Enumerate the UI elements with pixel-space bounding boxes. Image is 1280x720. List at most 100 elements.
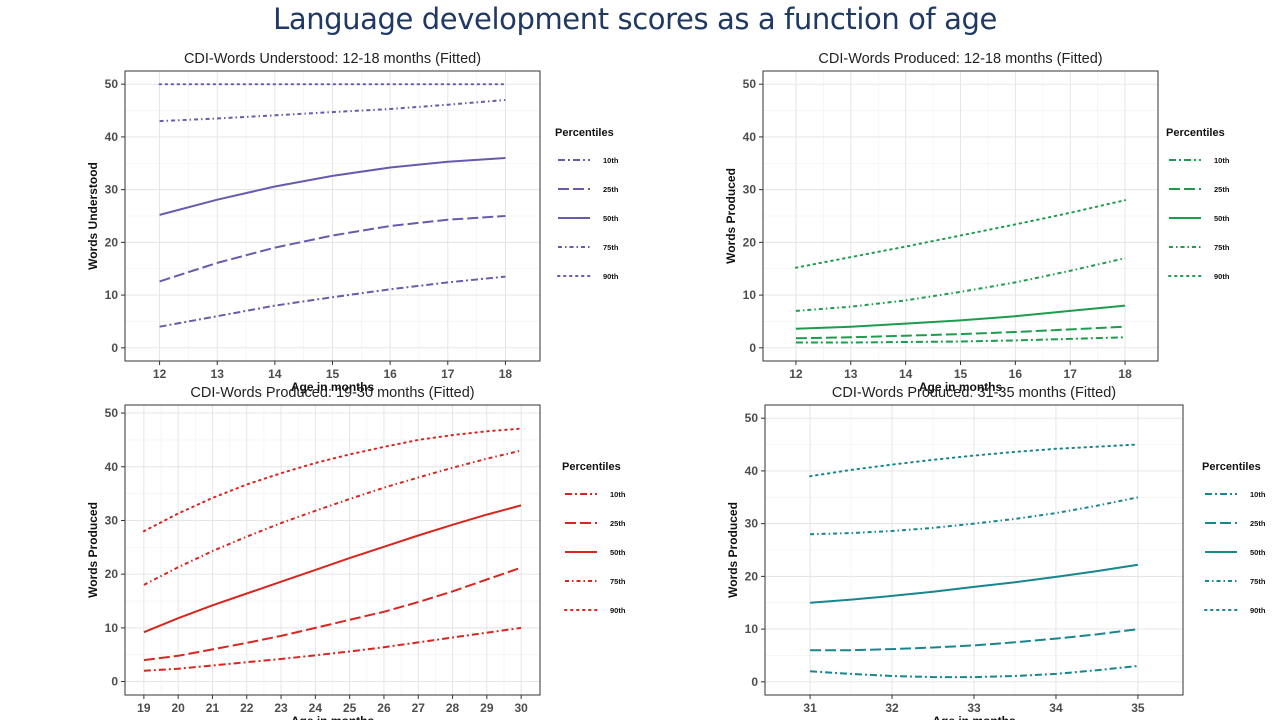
series-line-75th <box>159 99 506 123</box>
x-tick-label: 23 <box>274 701 288 715</box>
x-tick-label: 18 <box>499 367 513 381</box>
x-tick-label: 17 <box>1064 367 1078 381</box>
x-tick-label: 17 <box>441 367 455 381</box>
y-tick-label: 0 <box>749 341 756 355</box>
x-tick-label: 22 <box>240 701 254 715</box>
chart-words-produced-31-35: 0 10 20 30 40 50 31 32 33 34 35 CDI-Words Produced:… <box>726 385 1266 720</box>
y-tick-label: 30 <box>105 183 119 197</box>
series-line-10th <box>810 665 1139 679</box>
y-tick-label: 40 <box>105 130 119 144</box>
y-axis-label: Words Produced <box>86 502 100 598</box>
legend-label-10th: 10th <box>603 156 619 165</box>
x-tick-label: 14 <box>268 367 282 381</box>
legend-title: Percentiles <box>562 461 621 473</box>
legend-label-75th: 75th <box>1250 577 1266 586</box>
x-tick-label: 21 <box>206 701 220 715</box>
y-tick-label: 30 <box>743 183 757 197</box>
x-tick-label: 27 <box>412 701 426 715</box>
y-tick-label: 20 <box>745 569 759 583</box>
legend-label-75th: 75th <box>610 577 626 586</box>
legend-label-90th: 90th <box>1214 272 1230 281</box>
series-line-10th <box>143 626 522 672</box>
y-tick-label: 50 <box>105 77 119 91</box>
x-tick-label: 16 <box>383 367 397 381</box>
y-tick-label: 50 <box>743 77 757 91</box>
y-tick-label: 0 <box>751 675 758 689</box>
legend-title: Percentiles <box>555 127 614 139</box>
legend-label-50th: 50th <box>1250 548 1266 557</box>
panel-title: CDI-Words Produced: 12-18 months (Fitted… <box>818 51 1102 67</box>
series-line-90th <box>794 199 1127 269</box>
x-axis-label: Age in months <box>291 714 375 720</box>
x-tick-label: 32 <box>885 701 899 715</box>
series-line-50th <box>143 504 522 634</box>
series-line-25th <box>159 215 506 283</box>
y-tick-label: 0 <box>111 675 118 689</box>
x-tick-label: 28 <box>446 701 460 715</box>
y-tick-label: 30 <box>105 513 119 527</box>
legend-label-10th: 10th <box>1250 490 1266 499</box>
y-tick-label: 40 <box>743 130 757 144</box>
series-line-25th <box>143 566 522 662</box>
x-tick-label: 13 <box>211 367 225 381</box>
x-tick-label: 13 <box>844 367 858 381</box>
slide-title: Language development scores as a functio… <box>273 2 997 36</box>
legend-label-25th: 25th <box>1214 185 1230 194</box>
x-axis-label: Age in months <box>291 380 375 394</box>
x-tick-label: 12 <box>153 367 167 381</box>
x-tick-label: 15 <box>326 367 340 381</box>
series-line-50th <box>795 304 1126 330</box>
x-tick-label: 20 <box>171 701 185 715</box>
x-axis-label: Age in months <box>932 714 1016 720</box>
y-axis-label: Words Understood <box>86 162 100 270</box>
series-line-10th <box>795 336 1126 344</box>
x-tick-label: 31 <box>803 701 817 715</box>
chart-words-produced-12-18: 0 10 20 30 40 50 12 13 14 15 16 17 18 CDI-Words Produ… <box>724 51 1230 394</box>
x-tick-label: 14 <box>899 367 913 381</box>
legend-label-25th: 25th <box>603 185 619 194</box>
y-tick-label: 0 <box>111 341 118 355</box>
legend-label-90th: 90th <box>610 606 626 615</box>
legend-label-75th: 75th <box>603 243 619 252</box>
x-tick-label: 15 <box>954 367 968 381</box>
legend-label-90th: 90th <box>1250 606 1266 615</box>
series-line-75th <box>143 449 522 586</box>
x-tick-label: 25 <box>343 701 357 715</box>
series-line-50th <box>810 563 1139 604</box>
panel-title: CDI-Words Understood: 12-18 months (Fitt… <box>184 51 481 67</box>
y-axis-label: Words Produced <box>724 168 738 264</box>
legend-label-50th: 50th <box>1214 214 1230 223</box>
plot-border <box>124 404 541 696</box>
chart-words-understood-12-18: 0 10 20 30 40 50 12 13 14 15 16 17 18 CDI-Words Under… <box>86 51 619 394</box>
y-tick-label: 20 <box>105 567 119 581</box>
x-tick-label: 35 <box>1131 701 1145 715</box>
y-tick-label: 10 <box>743 288 757 302</box>
y-tick-label: 20 <box>743 235 757 249</box>
x-tick-label: 18 <box>1118 367 1132 381</box>
legend-title: Percentiles <box>1202 461 1261 473</box>
x-axis-label: Age in months <box>919 380 1003 394</box>
x-tick-label: 12 <box>789 367 803 381</box>
legend-title: Percentiles <box>1166 127 1225 139</box>
y-tick-label: 10 <box>745 622 759 636</box>
series-line-90th <box>142 427 523 533</box>
legend-label-90th: 90th <box>603 272 619 281</box>
series-line-10th <box>159 275 506 328</box>
series-line-25th <box>795 325 1126 340</box>
legend-label-25th: 25th <box>610 519 626 528</box>
chart-words-produced-19-30: 0 10 20 30 40 50 19 20 21 22 23 24 25 26 27 28 29 30 CDI-W… <box>86 385 626 720</box>
y-tick-label: 40 <box>745 464 759 478</box>
legend-label-50th: 50th <box>610 548 626 557</box>
panel-title: CDI-Words Produced: 19-30 months (Fitted… <box>190 385 474 401</box>
legend-label-10th: 10th <box>610 490 626 499</box>
legend-label-50th: 50th <box>603 214 619 223</box>
x-tick-label: 26 <box>377 701 391 715</box>
y-tick-label: 10 <box>105 621 119 635</box>
y-tick-label: 50 <box>745 411 759 425</box>
series-line-75th <box>810 496 1139 536</box>
series-line-50th <box>159 157 506 216</box>
y-tick-label: 20 <box>105 235 119 249</box>
legend-label-75th: 75th <box>1214 243 1230 252</box>
x-tick-label: 19 <box>137 701 151 715</box>
panel-title: CDI-Words Produced: 31-35 months (Fitted… <box>832 385 1116 401</box>
